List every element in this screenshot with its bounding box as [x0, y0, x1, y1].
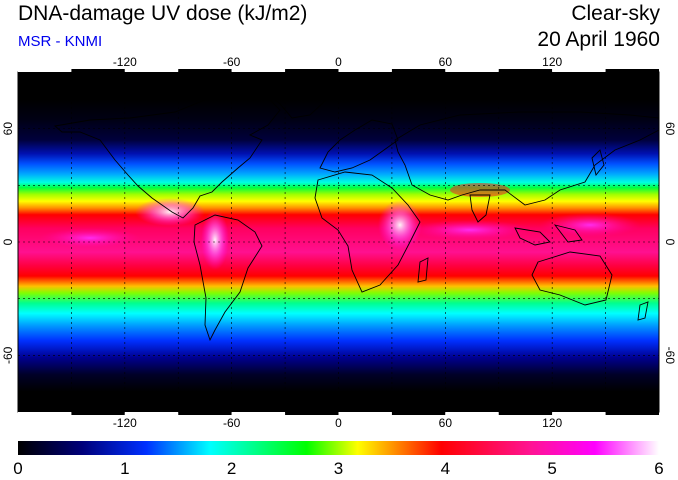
- lat-label-right: -60: [663, 347, 677, 365]
- frame-bar-bottom: [552, 412, 606, 415]
- uv-hotspot-asia: [540, 213, 640, 237]
- frame-bar-bottom: [71, 412, 125, 415]
- north-america-coast: [53, 94, 281, 219]
- frame-bar-bottom: [178, 412, 232, 415]
- frame-bar-bottom: [391, 412, 446, 415]
- australia-coast: [531, 251, 613, 306]
- lon-label-top: 120: [542, 55, 562, 69]
- africa-coast: [314, 171, 421, 293]
- lon-label-bottom: -120: [113, 416, 137, 430]
- lon-label-top: -120: [113, 55, 137, 69]
- frame-bar-top: [552, 69, 606, 72]
- lon-label-bottom: 60: [439, 416, 453, 430]
- frame-bar-bottom: [338, 412, 392, 415]
- frame-bar-bottom: [18, 412, 72, 415]
- lon-label-top: -60: [223, 55, 241, 69]
- colorbar-labels: 0 1 2 3 4 5 6: [13, 459, 663, 478]
- graticule: [18, 72, 659, 412]
- frame-bar-top: [498, 69, 553, 72]
- lat-label-left: 0: [1, 238, 15, 245]
- india-coast: [469, 194, 491, 223]
- asia-coast: [394, 111, 659, 206]
- frame-bar-bottom: [605, 412, 659, 415]
- lat-label-right: 60: [663, 122, 677, 136]
- colorbar-tick-label: 1: [120, 459, 129, 478]
- colorbar-tick-label: 0: [13, 459, 22, 478]
- frame-bar-bottom: [498, 412, 553, 415]
- frame-bar-top: [605, 69, 659, 72]
- uv-hotspot-americas: [135, 198, 205, 226]
- colorbar-tick-label: 6: [654, 459, 663, 478]
- frame-bar-top: [445, 69, 499, 72]
- frame-bar-top: [231, 69, 286, 72]
- lat-label-left: -60: [1, 346, 15, 364]
- colorbar-tick-label: 5: [547, 459, 556, 478]
- frame-tick-bars: [18, 69, 659, 415]
- lon-labels-bottom: -120 -60 0 60 120: [113, 416, 563, 430]
- frame-bar-top: [178, 69, 232, 72]
- frame-bar-bottom: [285, 412, 339, 415]
- map-title: DNA-damage UV dose (kJ/m2): [18, 2, 308, 25]
- colorbar: [18, 441, 659, 455]
- frame-bar-top: [71, 69, 125, 72]
- coastlines: [53, 77, 659, 342]
- madagascar-coast: [417, 257, 429, 283]
- south-america-coast: [193, 214, 263, 342]
- frame-bar-top: [285, 69, 339, 72]
- japan-coast: [591, 149, 605, 177]
- lon-label-top: 60: [439, 55, 453, 69]
- frame-bar-bottom: [124, 412, 179, 415]
- lat-labels: 60 60 0 0 -60 -60: [1, 122, 677, 365]
- date-label: 20 April 1960: [537, 28, 660, 51]
- frame-bar-bottom: [231, 412, 286, 415]
- frame-bar-top: [338, 69, 392, 72]
- frame-bar-top: [391, 69, 446, 72]
- data-source-label: MSR - KNMI: [18, 33, 103, 50]
- southeast-asia-islands: [514, 224, 583, 246]
- lon-label-top: 0: [335, 55, 342, 69]
- lon-label-bottom: 0: [335, 416, 342, 430]
- new-zealand-coast: [637, 301, 649, 321]
- europe-coast: [319, 119, 399, 173]
- uv-hotspot-andes: [201, 210, 229, 270]
- greenland-coast: [267, 77, 331, 119]
- lat-label-left: 60: [1, 122, 15, 136]
- uv-hotspot-indian: [410, 220, 530, 240]
- frame-bar-top: [18, 69, 72, 72]
- lon-labels-top: -120 -60 0 60 120: [113, 55, 563, 69]
- colorbar-tick-label: 4: [441, 459, 450, 478]
- uv-hotspot-africa: [378, 200, 422, 250]
- lon-label-bottom: 120: [542, 416, 562, 430]
- colorbar-tick-label: 3: [334, 459, 343, 478]
- colorbar-tick-label: 2: [227, 459, 236, 478]
- lat-label-right: 0: [663, 239, 677, 246]
- uv-hotspot-pacific: [40, 228, 140, 248]
- frame-bar-bottom: [445, 412, 499, 415]
- sky-condition-label: Clear-sky: [571, 2, 660, 25]
- frame-bar-top: [124, 69, 179, 72]
- lon-label-bottom: -60: [223, 416, 241, 430]
